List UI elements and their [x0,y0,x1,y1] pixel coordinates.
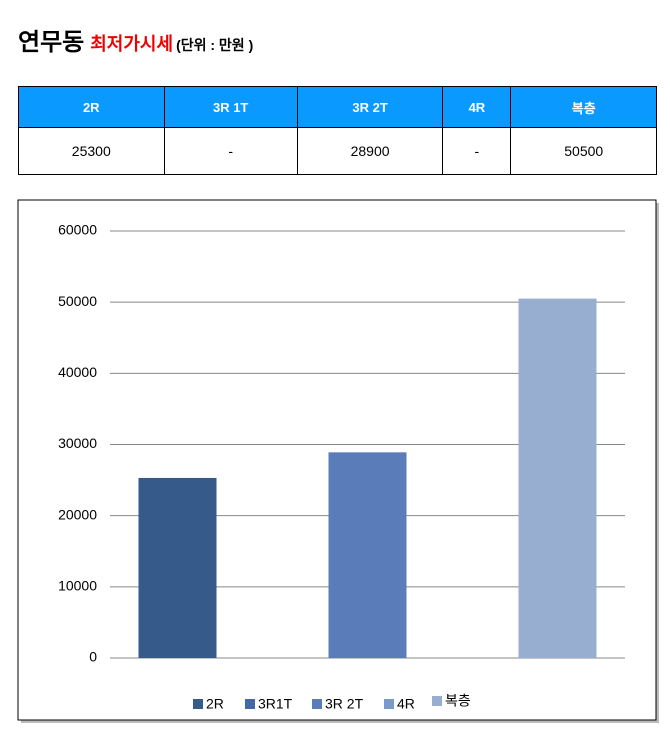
legend-label: 2R [206,696,224,712]
subtitle: 최저가시세 [90,34,174,54]
cell: - [442,127,512,175]
y-tick-label: 40000 [58,364,97,380]
legend-swatch [432,696,442,706]
y-tick-label: 0 [89,649,97,665]
price-table: 2R 3R 1T 3R 2T 4R 복층 25300 - 28900 - 505… [18,86,657,175]
cell: 25300 [18,127,165,175]
title: 연무동 [18,29,85,56]
legend-swatch [312,699,322,709]
header-row: 2R 3R 1T 3R 2T 4R 복층 [18,86,657,128]
y-tick-label: 60000 [58,222,97,238]
legend-label: 4R [397,696,415,712]
unit: (단위 : 만원 ) [176,37,254,53]
legend-label: 3R 2T [325,696,364,712]
legend-swatch [193,699,203,709]
cell: 28900 [296,127,444,175]
legend-swatch [384,699,394,709]
header-cell: 4R [442,86,512,128]
bar [518,298,597,658]
data-row: 25300 - 28900 - 50500 [18,127,657,175]
header: 연무동 최저가시세 (단위 : 만원 ) [18,22,253,57]
header-cell: 3R 2T [296,86,444,128]
legend-swatch [245,699,255,709]
y-tick-label: 50000 [58,293,97,309]
legend-label: 3R1T [258,696,293,712]
bar [138,477,217,658]
header-cell: 3R 1T [163,86,298,128]
y-tick-label: 30000 [58,435,97,451]
legend-label: 복층 [445,693,471,709]
cell: - [163,127,298,175]
bar [328,452,407,658]
header-cell: 복층 [510,86,657,128]
y-tick-label: 10000 [58,578,97,594]
cell: 50500 [510,127,657,175]
y-tick-label: 20000 [58,506,97,522]
